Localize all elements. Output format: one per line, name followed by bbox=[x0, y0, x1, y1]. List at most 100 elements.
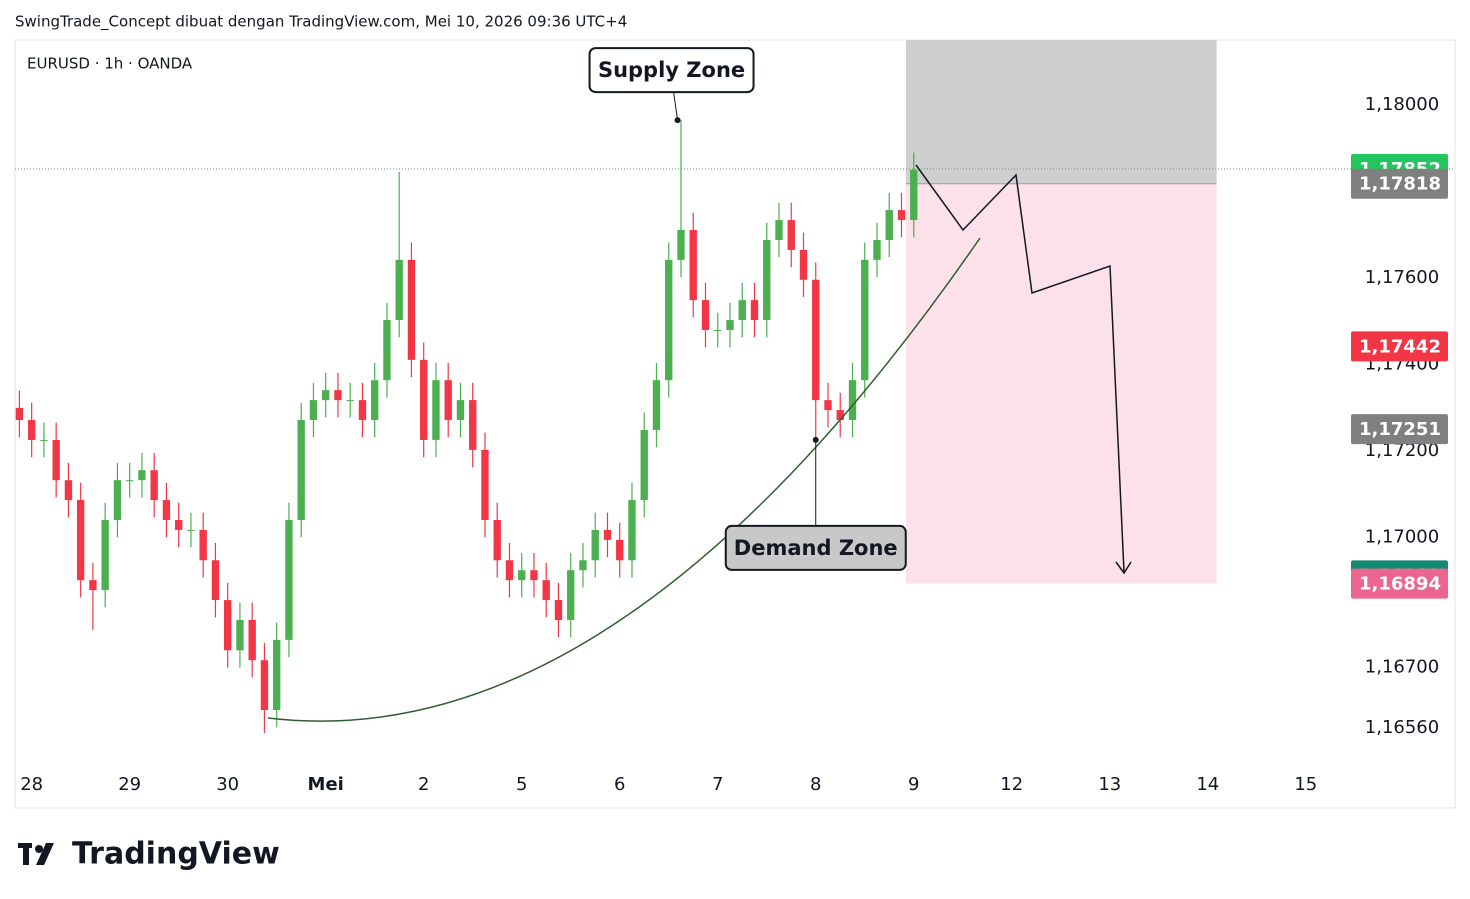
candle-body bbox=[665, 259, 673, 381]
candle-body bbox=[873, 239, 881, 260]
price-tag-label: 1,17442 bbox=[1359, 336, 1441, 357]
x-tick-label: 29 bbox=[118, 774, 141, 795]
stop-zone bbox=[905, 40, 1217, 184]
candle-body bbox=[554, 600, 563, 620]
x-tick-label: 12 bbox=[1000, 774, 1023, 795]
x-tick-label: 8 bbox=[810, 774, 821, 795]
annotation-leader bbox=[673, 92, 679, 121]
candle-body bbox=[113, 480, 122, 520]
annotation-box bbox=[588, 47, 755, 94]
annotation-box bbox=[724, 524, 907, 571]
candle-body bbox=[15, 407, 24, 421]
symbol-label: EURUSD · 1h · OANDA bbox=[27, 55, 193, 73]
candle-body bbox=[616, 539, 624, 561]
candle-body bbox=[40, 439, 48, 441]
price-tag bbox=[1351, 568, 1448, 599]
x-tick-label: 13 bbox=[1098, 774, 1121, 795]
candle-body bbox=[383, 320, 391, 381]
candle-body bbox=[236, 619, 244, 651]
candle-body bbox=[603, 529, 612, 540]
candle-body bbox=[150, 470, 158, 501]
candle-body bbox=[407, 259, 416, 360]
annotation-point bbox=[812, 436, 819, 443]
y-tick-label: 1,18000 bbox=[1365, 94, 1439, 115]
x-tick-label: 7 bbox=[712, 774, 723, 795]
y-tick-label: 1,17000 bbox=[1365, 527, 1439, 548]
x-tick-label: 6 bbox=[614, 774, 625, 795]
x-tick-label: 30 bbox=[216, 774, 239, 795]
x-tick-label: 15 bbox=[1294, 774, 1317, 795]
candle-body bbox=[334, 390, 342, 401]
price-tag bbox=[1351, 331, 1448, 362]
candle-body bbox=[322, 390, 330, 401]
candle-body bbox=[689, 230, 697, 301]
candle-body bbox=[248, 619, 256, 661]
candle-body bbox=[738, 300, 746, 321]
candle-body bbox=[297, 420, 305, 520]
candle-body bbox=[273, 639, 281, 711]
candle-body bbox=[652, 380, 661, 430]
candle-body bbox=[125, 480, 134, 482]
candle-body bbox=[444, 380, 452, 421]
candle-body bbox=[420, 359, 428, 440]
x-tick-label: 5 bbox=[516, 774, 527, 795]
candle-body bbox=[628, 500, 636, 561]
candle-body bbox=[358, 400, 367, 421]
candle-body bbox=[861, 259, 869, 381]
y-tick-label: 1,16700 bbox=[1365, 657, 1439, 678]
price-tag-label: 1,17818 bbox=[1359, 174, 1441, 195]
candle-body bbox=[469, 400, 477, 450]
y-tick-label: 1,17200 bbox=[1365, 440, 1439, 461]
candle-body bbox=[640, 429, 648, 501]
candle-body bbox=[52, 439, 60, 481]
candle-body bbox=[162, 500, 171, 520]
x-tick-label: 2 bbox=[418, 774, 429, 795]
annotation-text: Demand Zone bbox=[734, 536, 898, 560]
candle-body bbox=[371, 380, 379, 421]
candle-body bbox=[775, 220, 783, 240]
annotation-point bbox=[674, 117, 681, 124]
curve-drawing bbox=[267, 237, 981, 722]
header-text: SwingTrade_Concept dibuat dengan Trading… bbox=[15, 13, 627, 32]
projection-arrow bbox=[1115, 561, 1132, 575]
candle-body bbox=[346, 400, 354, 402]
price-tag bbox=[1351, 168, 1448, 199]
candle-body bbox=[395, 259, 403, 321]
candle-body bbox=[493, 519, 501, 561]
x-tick-label: 14 bbox=[1196, 774, 1219, 795]
target-zone bbox=[905, 183, 1217, 584]
candle-body bbox=[726, 320, 734, 330]
candle-body bbox=[567, 570, 575, 620]
y-tick-label: 1,16560 bbox=[1365, 717, 1439, 738]
x-tick-label: 28 bbox=[20, 774, 43, 795]
candle-body bbox=[89, 580, 97, 591]
candle-body bbox=[848, 380, 857, 421]
candle-body bbox=[211, 560, 220, 601]
candle-body bbox=[542, 580, 550, 601]
candle-body bbox=[824, 400, 832, 411]
candle-body bbox=[579, 560, 587, 571]
price-tag-label: 1,16894 bbox=[1359, 574, 1441, 595]
candle-body bbox=[505, 560, 514, 581]
candle-body bbox=[897, 210, 906, 221]
candle-body bbox=[799, 249, 808, 280]
candle-body bbox=[309, 400, 318, 421]
price-tag bbox=[1351, 414, 1448, 445]
candle-body bbox=[199, 529, 207, 561]
candle-body bbox=[456, 400, 465, 421]
x-tick-label: Mei bbox=[308, 774, 344, 795]
candle-body bbox=[591, 529, 599, 561]
candle-body bbox=[101, 519, 109, 591]
candle-body bbox=[812, 279, 820, 401]
candle-body bbox=[763, 239, 771, 321]
candle-body bbox=[27, 420, 36, 440]
logo-text: TradingView bbox=[72, 837, 280, 872]
candle-body bbox=[432, 380, 440, 440]
projection-path bbox=[915, 164, 1125, 573]
candle-body bbox=[64, 480, 73, 501]
candle-body bbox=[530, 570, 538, 581]
y-tick-label: 1,17600 bbox=[1365, 267, 1439, 288]
annotation-text: Supply Zone bbox=[598, 58, 745, 82]
candle-body bbox=[76, 500, 85, 581]
